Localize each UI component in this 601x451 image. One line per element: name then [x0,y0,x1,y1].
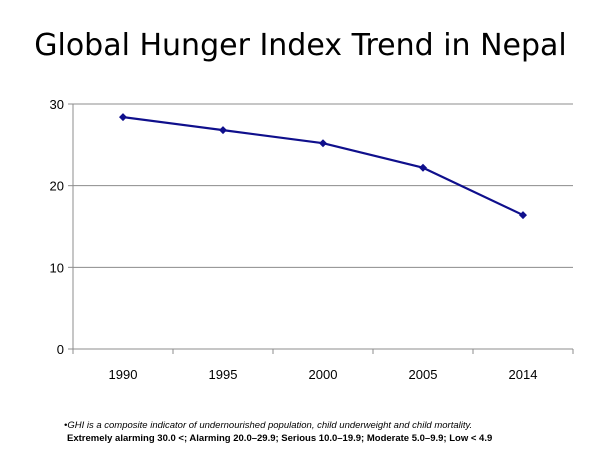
x-tick-label: 2000 [309,367,338,382]
axes [68,103,574,354]
y-tick-labels: 0 10 20 30 [50,97,64,357]
data-point-marker [519,211,527,220]
series-line [122,115,524,217]
y-tick-label: 30 [50,97,64,112]
chart-title: Global Hunger Index Trend in Nepal [34,28,567,63]
x-tick-labels: 1990 1995 2000 2005 2014 [109,367,538,382]
x-tick-label: 2005 [409,367,438,382]
data-point-marker [119,113,127,122]
footnote-definition: •GHI is a composite indicator of underno… [64,420,473,431]
y-tick-label: 10 [50,260,64,275]
data-point-marker [319,139,327,148]
x-tick-label: 1995 [209,367,238,382]
data-point-marker [219,126,227,135]
x-tick-label: 2014 [509,367,538,382]
y-tick-label: 0 [57,342,64,357]
footnote: •GHI is a composite indicator of underno… [64,419,594,445]
series-layer [119,113,527,220]
y-tick-label: 20 [50,179,64,194]
footnote-severity-scale: Extremely alarming 30.0 <; Alarming 20.0… [67,433,493,444]
gridlines [73,103,573,268]
data-point-marker [419,163,427,172]
x-tick-label: 1990 [109,367,138,382]
